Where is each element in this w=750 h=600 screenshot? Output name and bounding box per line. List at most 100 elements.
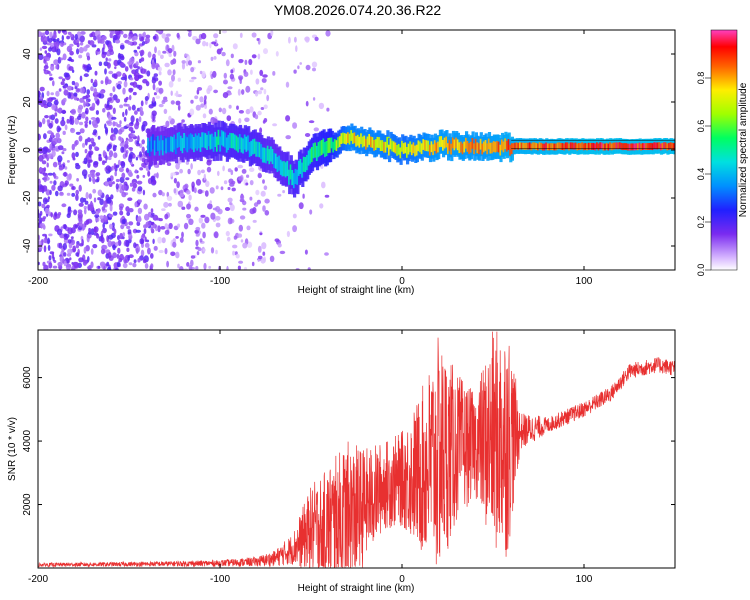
signal-core (158, 140, 162, 156)
noise-blob (78, 218, 83, 225)
noise-blob (208, 108, 213, 115)
noise-blob (238, 59, 244, 64)
noise-blob (152, 114, 155, 122)
noise-blob (75, 194, 79, 201)
noise-blob (95, 217, 100, 222)
noise-blob (108, 104, 113, 110)
noise-blob (61, 151, 65, 155)
noise-blob (43, 68, 46, 72)
noise-blob (245, 108, 251, 115)
noise-blob (91, 210, 96, 215)
noise-blob (142, 189, 146, 196)
noise-blob (156, 172, 159, 179)
noise-blob (105, 40, 110, 46)
noise-blob (119, 253, 124, 261)
noise-blob (42, 36, 48, 43)
noise-blob (111, 116, 117, 120)
noise-blob (117, 129, 123, 135)
noise-blob (47, 172, 54, 176)
noise-blob (260, 107, 265, 110)
noise-blob (53, 173, 57, 179)
noise-blob (257, 255, 263, 259)
noise-blob (90, 248, 94, 255)
noise-blob (134, 74, 140, 82)
signal-core (555, 143, 559, 151)
noise-blob (121, 172, 126, 179)
noise-blob (249, 180, 254, 186)
noise-blob (114, 39, 121, 44)
noise-blob (99, 198, 104, 206)
noise-blob (239, 215, 246, 220)
noise-blob (152, 192, 157, 198)
noise-blob (294, 36, 297, 43)
noise-blob (142, 120, 148, 127)
noise-blob (96, 48, 100, 52)
noise-blob (50, 92, 54, 96)
noise-blob (93, 162, 99, 168)
noise-blob (142, 78, 148, 84)
noise-blob (117, 159, 121, 166)
noise-blob (122, 111, 125, 118)
noise-blob (224, 207, 231, 211)
signal-core (286, 160, 290, 176)
noise-blob (66, 174, 72, 181)
noise-blob (197, 87, 203, 91)
noise-blob (105, 182, 109, 186)
signal-core (627, 143, 631, 151)
noise-blob (260, 190, 266, 197)
noise-blob (112, 252, 117, 259)
signal-core (186, 137, 190, 153)
noise-blob (264, 210, 270, 216)
noise-blob (69, 118, 73, 125)
noise-blob (44, 199, 50, 203)
noise-blob (113, 163, 117, 170)
noise-blob (54, 118, 59, 124)
noise-blob (107, 43, 113, 50)
noise-blob (87, 162, 91, 168)
noise-blob (76, 241, 80, 245)
noise-blob (181, 60, 186, 64)
noise-blob (112, 121, 116, 127)
noise-blob (135, 61, 139, 66)
noise-blob (75, 243, 79, 249)
signal-core (176, 132, 180, 148)
signal-core (537, 143, 541, 151)
noise-blob (76, 48, 80, 55)
noise-blob (38, 133, 41, 141)
noise-blob (195, 38, 201, 45)
noise-blob (246, 225, 251, 231)
noise-blob (251, 32, 257, 38)
noise-blob (101, 206, 106, 211)
noise-blob (181, 119, 185, 123)
noise-blob (139, 106, 143, 113)
signal-core (299, 158, 303, 174)
noise-blob (83, 101, 86, 108)
noise-blob (264, 198, 270, 204)
noise-blob (96, 94, 100, 98)
noise-blob (286, 230, 290, 238)
noise-blob (38, 234, 41, 241)
noise-blob (141, 36, 145, 41)
signal-core (648, 143, 652, 150)
noise-blob (215, 215, 221, 221)
signal-core (468, 143, 472, 154)
noise-blob (263, 185, 268, 190)
signal-core (206, 134, 210, 150)
noise-blob (95, 211, 99, 215)
noise-blob (249, 106, 254, 113)
noise-blob (124, 66, 129, 72)
noise-blob (188, 60, 192, 66)
noise-blob (78, 46, 84, 54)
signal-core (424, 140, 428, 151)
noise-blob (168, 81, 174, 88)
noise-blob (203, 262, 207, 270)
snr-frame (37, 329, 676, 569)
noise-blob (245, 85, 251, 93)
noise-blob (190, 163, 193, 170)
colorbar-tick-label: 0.0 (696, 264, 706, 277)
noise-blob (186, 213, 191, 219)
noise-blob (256, 199, 261, 205)
noise-blob (67, 248, 73, 255)
noise-blob (138, 74, 144, 79)
